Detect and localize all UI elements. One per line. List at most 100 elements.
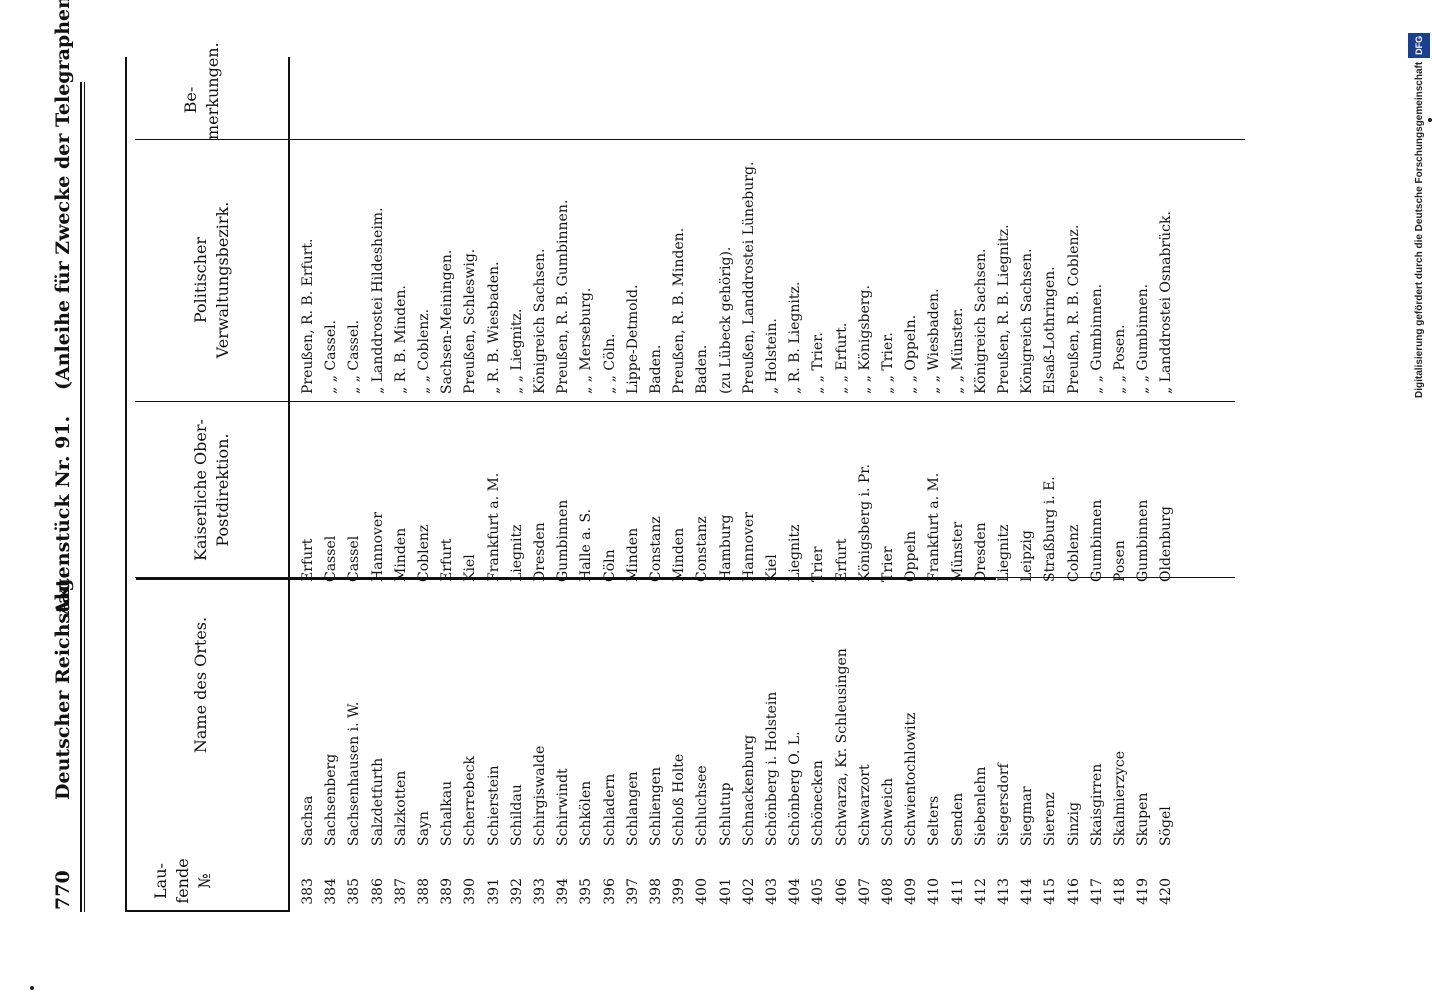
- row-number: 405: [810, 878, 827, 905]
- place-name: Schalkau: [439, 780, 456, 846]
- place-name: Schirwindt: [555, 768, 572, 846]
- post-direction: Hamburg: [717, 514, 734, 582]
- post-direction: Constanz: [648, 516, 664, 582]
- header-right: (Anleihe für Zwecke der Telegraphen-Verw…: [52, 0, 74, 390]
- administrative-district: Königreich Sachsen.: [532, 248, 548, 394]
- administrative-district: „ „ Merseburg.: [578, 287, 595, 394]
- row-number: 399: [671, 878, 688, 905]
- administrative-district: „ R. B. Liegnitz.: [787, 281, 804, 394]
- administrative-district: Preußen, R. B. Gumbinnen.: [555, 199, 572, 394]
- administrative-district: Baden.: [648, 344, 664, 394]
- post-direction: Minden: [671, 527, 688, 582]
- place-name: Scherrebeck: [462, 756, 479, 846]
- row-number: 416: [1065, 878, 1082, 905]
- row-number: 391: [485, 878, 502, 905]
- post-direction: Straßburg i. E.: [1042, 476, 1059, 582]
- table-row: 402 Schnackenburg Hannover Preußen, Landdro…: [741, 162, 765, 908]
- row-number: 398: [648, 878, 664, 905]
- post-direction: Coblenz: [1065, 524, 1082, 582]
- administrative-district: (zu Lübeck gehörig).: [717, 246, 734, 394]
- post-direction: Frankfurt a. M.: [926, 472, 943, 582]
- place-name: Senden: [949, 792, 966, 846]
- place-name: Selters: [926, 795, 943, 846]
- table-row: 417 Skaisgirren Gumbinnen „ „ Gumbinnen.: [1089, 188, 1113, 908]
- place-name: Sachsa: [300, 795, 316, 846]
- administrative-district: „ Landdrostei Hildesheim.: [369, 207, 386, 394]
- table-row: 404 Schönberg O. L. Liegnitz „ R. B. Liegni…: [787, 188, 811, 908]
- place-name: Schlangen: [624, 771, 641, 846]
- row-number: 414: [1019, 878, 1036, 905]
- col-head-post: Kaiserliche Ober-Postdirektion.: [191, 419, 232, 561]
- administrative-district: „ „ Trier.: [880, 332, 896, 394]
- row-number: 395: [578, 878, 595, 905]
- administrative-district: Baden.: [694, 344, 711, 394]
- post-direction: Liegnitz: [787, 524, 804, 582]
- post-direction: Hannover: [369, 512, 386, 582]
- header-separator: [288, 57, 290, 912]
- place-name: Schirgiswalde: [532, 745, 548, 846]
- place-name: Sögel: [1158, 806, 1175, 846]
- table-row: 389 Schalkau Erfurt Sachsen-Meiningen.: [439, 188, 463, 908]
- row-number: 401: [717, 878, 734, 905]
- row-number: 411: [949, 878, 966, 905]
- table-row: 416 Sinzig Coblenz Preußen, R. B. Coblenz.: [1066, 188, 1090, 908]
- place-name: Sinzig: [1065, 802, 1082, 846]
- place-name: Schloß Holte: [671, 753, 688, 846]
- table-row: 385 Sachsenhausen i. W. Cassel „ „ Cassel.: [346, 188, 370, 908]
- table-row: 390 Scherrebeck Kiel Preußen, Schleswig.: [462, 188, 486, 908]
- place-name: Siegmar: [1019, 786, 1036, 846]
- place-name: Skalmierzyce: [1112, 750, 1128, 846]
- place-name: Skupen: [1135, 792, 1152, 846]
- table-row: 410 Selters Frankfurt a. M. „ „ Wiesbaden.: [926, 188, 950, 908]
- table-row: 394 Schirwindt Gumbinnen Preußen, R. B. Gum…: [555, 188, 579, 908]
- table-row: 384 Sachsenberg Cassel „ „ Cassel.: [323, 188, 347, 908]
- post-direction: Gumbinnen: [1135, 499, 1152, 582]
- administrative-district: Preußen, R. B. Liegnitz.: [996, 224, 1012, 394]
- table-left-border: [125, 57, 127, 912]
- table-row: 405 Schönecken Trier „ „ Trier.: [810, 188, 834, 908]
- administrative-district: „ „ Gumbinnen.: [1088, 283, 1105, 394]
- table-row: 386 Salzdetfurth Hannover „ Landdrostei Hil…: [370, 188, 394, 908]
- row-number: 386: [369, 878, 386, 905]
- post-direction: Gumbinnen: [1088, 499, 1105, 582]
- table-row: 391 Schierstein Frankfurt a. M. „ R. B. Wie…: [486, 188, 510, 908]
- table-row: 397 Schlangen Minden Lippe-Detmold.: [625, 188, 649, 908]
- table-row: 387 Salzkotten Minden „ R. B. Minden.: [393, 188, 417, 908]
- administrative-district: Königreich Sachsen.: [972, 248, 989, 394]
- row-number: 410: [926, 878, 943, 905]
- scan-speck: [30, 986, 34, 990]
- post-direction: Oldenburg: [1158, 506, 1175, 582]
- row-number: 407: [856, 878, 873, 905]
- post-direction: Erfurt: [833, 538, 850, 582]
- administrative-district: „ „ Liegnitz.: [508, 308, 525, 394]
- administrative-district: „ „ Cassel.: [346, 319, 363, 394]
- row-number: 418: [1112, 878, 1128, 905]
- post-direction: Kiel: [764, 554, 780, 582]
- row-number: 408: [880, 878, 896, 905]
- table-row: 406 Schwarza, Kr. Schleusingen Erfurt „ „ E…: [834, 188, 858, 908]
- row-number: 397: [624, 878, 641, 905]
- administrative-district: „ „ Königsberg.: [856, 285, 873, 394]
- row-number: 388: [416, 878, 432, 905]
- place-name: Schierstein: [485, 765, 502, 847]
- table-row: 408 Schweich Trier „ „ Trier.: [880, 188, 904, 908]
- place-name: Schwarza, Kr. Schleusingen: [833, 648, 850, 846]
- place-name: Schlutup: [717, 782, 734, 846]
- table-row: 420 Sögel Oldenburg „ Landdrostei Osnabrück…: [1158, 188, 1182, 908]
- table-row: 414 Siegmar Leipzig Königreich Sachsen.: [1019, 188, 1043, 908]
- row-number: 383: [300, 878, 316, 905]
- place-name: Salzdetfurth: [369, 757, 386, 846]
- post-direction: Liegnitz: [996, 524, 1012, 582]
- row-number: 396: [601, 878, 618, 905]
- administrative-district: „ Holstein.: [764, 318, 780, 394]
- row-number: 400: [694, 878, 711, 905]
- table-row: 419 Skupen Gumbinnen „ „ Gumbinnen.: [1135, 188, 1159, 908]
- administrative-district: Preußen, Landdrostei Lüneburg.: [740, 161, 757, 394]
- place-name: Schönberg O. L.: [787, 731, 804, 846]
- row-number: 403: [764, 878, 780, 905]
- place-name: Schwientochlowitz: [903, 712, 920, 847]
- post-direction: Münster: [949, 521, 966, 582]
- place-name: Sachsenberg: [323, 753, 340, 846]
